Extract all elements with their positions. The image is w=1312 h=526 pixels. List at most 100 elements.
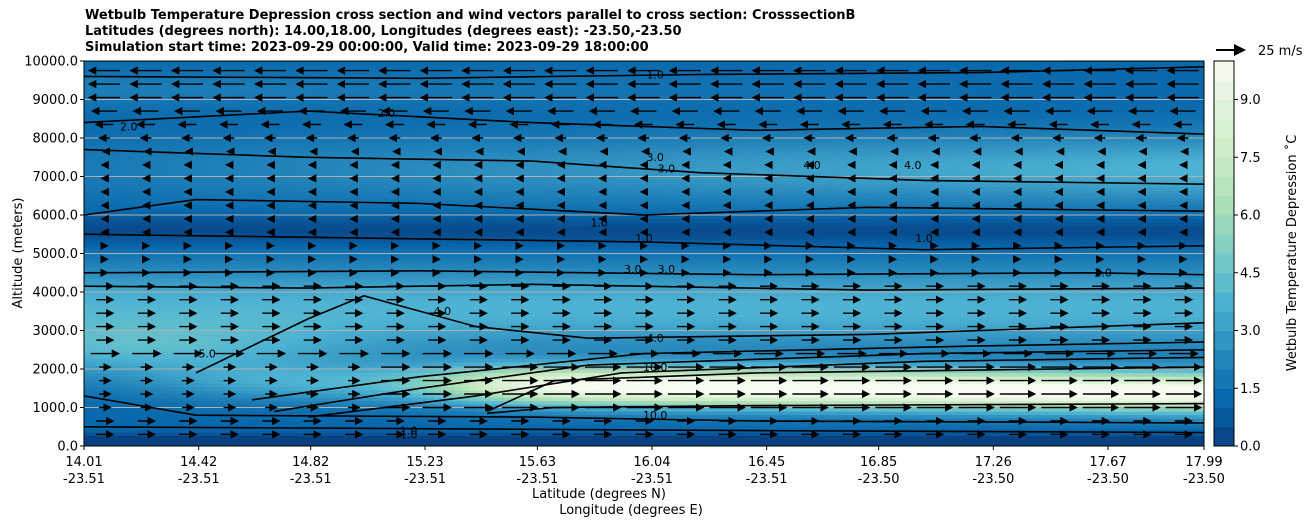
field-cell xyxy=(119,274,127,279)
field-cell xyxy=(308,397,316,402)
field-cell xyxy=(133,61,141,66)
field-cell xyxy=(140,113,148,118)
field-cell xyxy=(98,309,106,314)
field-cell xyxy=(350,292,358,297)
field-cell xyxy=(287,369,295,374)
field-cell xyxy=(126,407,134,412)
field-cell xyxy=(343,358,351,363)
field-cell xyxy=(329,327,337,332)
field-cell xyxy=(105,85,113,90)
field-cell xyxy=(231,92,239,97)
field-cell xyxy=(105,166,113,171)
field-cell xyxy=(259,127,267,132)
field-cell xyxy=(378,323,386,328)
field-cell xyxy=(182,407,190,412)
field-cell xyxy=(371,159,379,164)
field-cell xyxy=(175,246,183,251)
field-cell xyxy=(266,197,274,202)
field-cell xyxy=(126,274,134,279)
field-cell xyxy=(343,278,351,283)
field-cell xyxy=(343,271,351,276)
field-cell xyxy=(182,197,190,202)
field-cell xyxy=(147,183,155,188)
field-cell xyxy=(140,274,148,279)
field-cell xyxy=(301,271,309,276)
field-cell xyxy=(392,75,400,80)
field-cell xyxy=(266,383,274,388)
field-cell xyxy=(189,131,197,136)
field-cell xyxy=(168,316,176,321)
chart-title-line-1: Wetbulb Temperature Depression cross sec… xyxy=(85,8,856,23)
field-cell xyxy=(371,239,379,244)
field-cell xyxy=(329,358,337,363)
field-cell xyxy=(266,435,274,440)
field-cell xyxy=(175,271,183,276)
field-cell xyxy=(259,253,267,258)
field-cell xyxy=(371,334,379,339)
field-cell xyxy=(385,187,393,192)
field-cell xyxy=(210,271,218,276)
field-cell xyxy=(105,145,113,150)
field-cell xyxy=(392,225,400,230)
field-cell xyxy=(336,299,344,304)
field-cell xyxy=(259,197,267,202)
field-cell xyxy=(322,313,330,318)
field-cell xyxy=(98,145,106,150)
field-cell xyxy=(308,92,316,97)
field-cell xyxy=(105,288,113,293)
field-cell xyxy=(231,117,239,122)
field-cell xyxy=(364,159,372,164)
field-cell xyxy=(112,309,120,314)
field-cell xyxy=(315,145,323,150)
field-cell xyxy=(336,348,344,353)
field-cell xyxy=(315,306,323,311)
field-cell xyxy=(203,386,211,391)
field-cell xyxy=(315,435,323,440)
field-cell xyxy=(196,288,204,293)
field-cell xyxy=(126,264,134,269)
field-cell xyxy=(357,169,365,174)
field-cell xyxy=(161,369,169,374)
field-cell xyxy=(329,120,337,125)
field-cell xyxy=(84,166,92,171)
field-cell xyxy=(112,190,120,195)
field-cell xyxy=(126,414,134,419)
field-cell xyxy=(140,348,148,353)
field-cell xyxy=(147,215,155,220)
field-cell xyxy=(98,376,106,381)
field-cell xyxy=(378,362,386,367)
field-cell xyxy=(175,376,183,381)
field-cell xyxy=(252,250,260,255)
field-cell xyxy=(224,267,232,272)
field-cell xyxy=(336,229,344,234)
field-cell xyxy=(266,292,274,297)
field-cell xyxy=(385,211,393,216)
field-cell xyxy=(245,222,253,227)
field-cell xyxy=(364,253,372,258)
field-cell xyxy=(175,218,183,223)
field-cell xyxy=(371,155,379,160)
field-cell xyxy=(98,407,106,412)
field-cell xyxy=(182,92,190,97)
field-cell xyxy=(168,61,176,66)
field-cell xyxy=(231,89,239,94)
field-cell xyxy=(280,358,288,363)
field-cell xyxy=(336,309,344,314)
field-cell xyxy=(231,386,239,391)
field-cell xyxy=(301,197,309,202)
field-cell xyxy=(133,78,141,83)
field-cell xyxy=(322,145,330,150)
field-cell xyxy=(182,103,190,108)
field-cell xyxy=(98,386,106,391)
field-cell xyxy=(196,201,204,206)
field-cell xyxy=(315,106,323,111)
field-cell xyxy=(98,155,106,160)
field-cell xyxy=(168,383,176,388)
field-cell xyxy=(287,106,295,111)
field-cell xyxy=(154,180,162,185)
field-cell xyxy=(287,372,295,377)
field-cell xyxy=(175,313,183,318)
field-cell xyxy=(91,138,99,143)
field-cell xyxy=(168,169,176,174)
field-cell xyxy=(161,222,169,227)
